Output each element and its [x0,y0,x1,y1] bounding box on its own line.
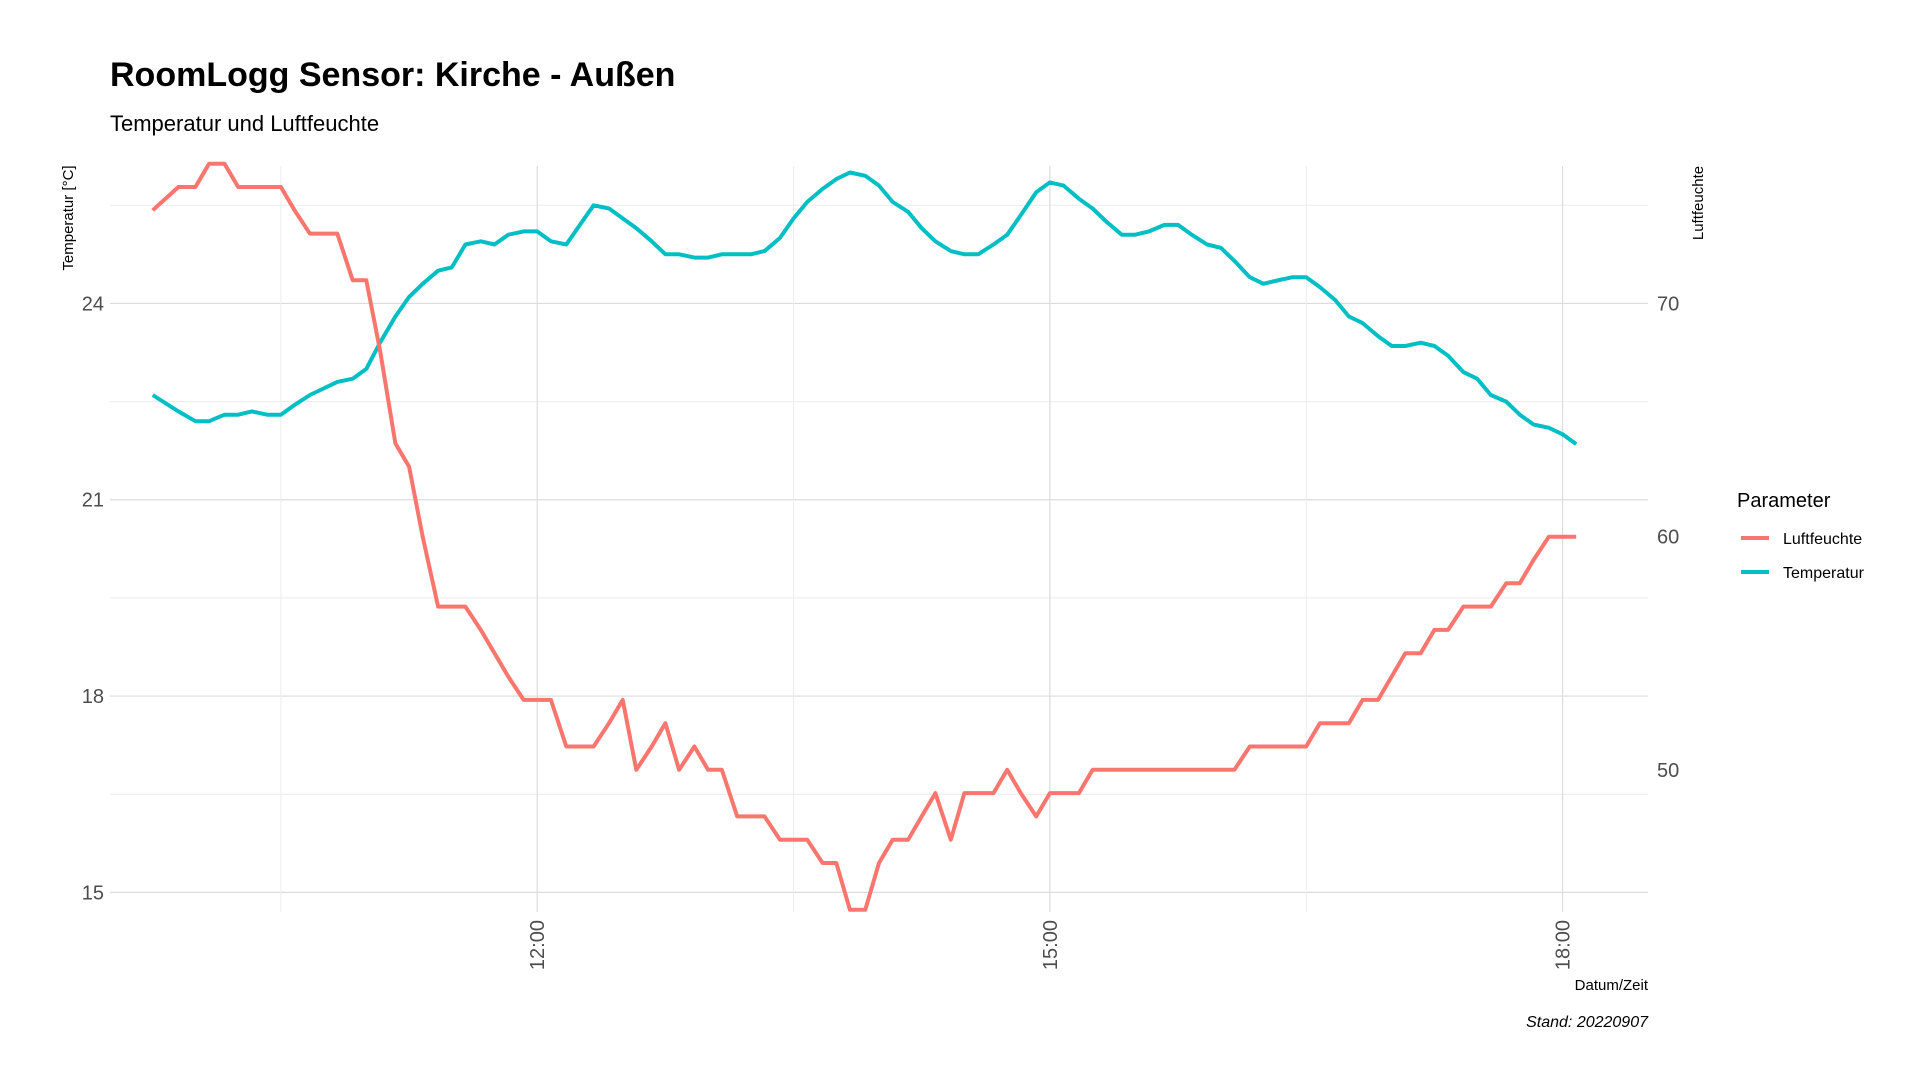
y-tick-label-left: 21 [82,490,104,512]
x-tick-label: 15:00 [1040,920,1062,970]
grid [110,166,1648,912]
caption: Stand: 20220907 [1526,1014,1649,1031]
y-axis-left: 15 18 21 24 [82,293,104,904]
x-axis: 12:00 15:00 18:00 [527,920,1574,970]
legend-title: Parameter [1737,490,1831,512]
x-axis-title: Datum/Zeit [1575,977,1649,994]
x-tick-label: 12:00 [527,920,549,970]
y-axis-left-title: Temperatur [°C] [60,165,77,270]
y-tick-label-left: 18 [82,686,104,708]
legend-label-temperatur: Temperatur [1783,565,1865,582]
y-tick-label-left: 24 [82,293,104,315]
legend: Parameter Luftfeuchte Temperatur [1737,490,1865,582]
y-tick-label-right: 60 [1657,527,1679,549]
y-tick-label-left: 15 [82,882,104,904]
series-layer [151,161,1578,912]
series-line-temperatur [151,170,1578,446]
x-tick-label: 18:00 [1553,920,1575,970]
y-tick-label-right: 50 [1657,760,1679,782]
y-tick-label-right: 70 [1657,294,1679,316]
legend-label-luftfeuchte: Luftfeuchte [1783,531,1862,548]
series-line-luftfeuchte [151,161,1577,912]
chart-title: RoomLogg Sensor: Kirche - Außen [110,56,675,94]
chart-subtitle: Temperatur und Luftfeuchte [110,111,379,136]
y-axis-right: 50 60 70 [1657,294,1679,782]
y-axis-right-title: Luftfeuchte [1690,166,1707,240]
